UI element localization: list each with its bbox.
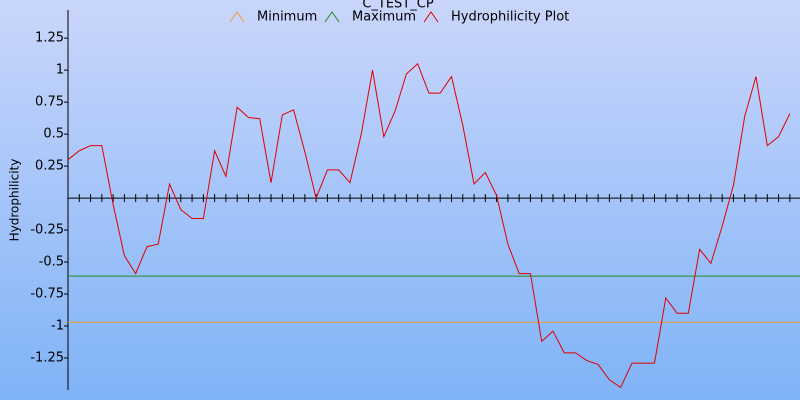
chart-title: C_TEST_CP — [362, 0, 434, 12]
y-tick-label: 1 — [56, 63, 64, 78]
legend-icon — [423, 11, 439, 23]
y-tick-label: 1.25 — [35, 31, 64, 46]
y-tick-label: 0.75 — [35, 95, 64, 110]
legend-label: Hydrophilicity Plot — [451, 10, 569, 25]
y-tick-label: -0.25 — [30, 223, 64, 238]
legend-label: Maximum — [352, 10, 416, 25]
y-tick-label: 0.5 — [43, 127, 64, 142]
y-tick-label: -0.75 — [30, 287, 64, 302]
legend-icon — [229, 11, 245, 23]
y-tick-label: -1.25 — [30, 351, 64, 366]
y-tick-label: 0.25 — [35, 159, 64, 174]
legend-label: Minimum — [257, 10, 317, 25]
y-tick-label: -0.5 — [39, 255, 64, 270]
legend-icon — [324, 11, 340, 23]
y-axis-label: Hydrophilicity — [8, 159, 22, 242]
data-line — [67, 62, 791, 389]
y-tick-label: -1 — [51, 319, 64, 334]
